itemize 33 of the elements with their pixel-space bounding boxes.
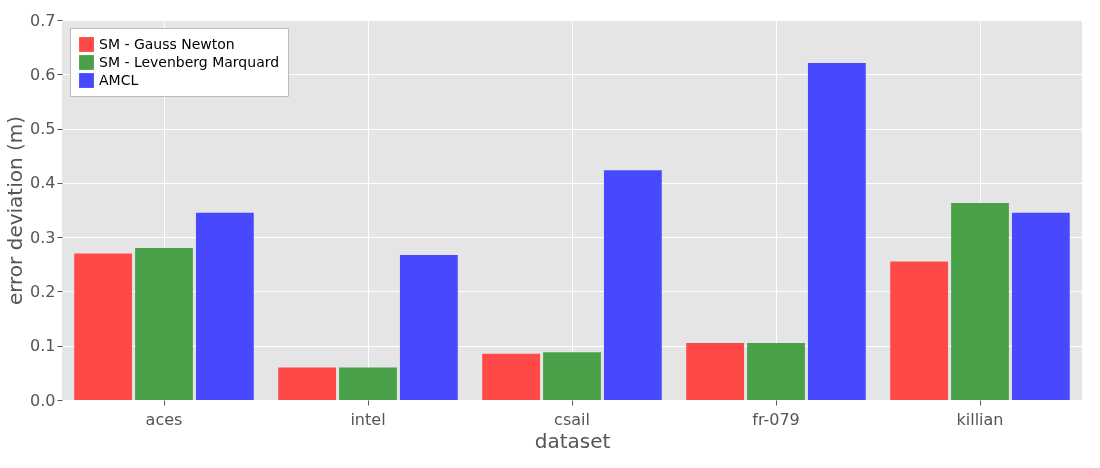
x-tick-label: killian (956, 409, 1004, 429)
y-tick-label: 0.5 (30, 119, 56, 139)
bar (482, 353, 541, 400)
bar (747, 343, 805, 400)
x-tick-label: intel (350, 409, 386, 429)
bar (278, 367, 337, 400)
bar (135, 248, 193, 400)
bar (399, 255, 458, 400)
y-tick-label: 0.2 (30, 281, 56, 301)
bar (195, 212, 254, 400)
legend-label: AMCL (99, 71, 139, 88)
bar (339, 367, 397, 400)
y-tick-label: 0.4 (30, 173, 56, 193)
bar (603, 170, 662, 400)
bar (543, 352, 601, 400)
bar (951, 202, 1009, 400)
y-axis-title: error deviation (m) (3, 115, 28, 306)
x-tick-label: aces (145, 409, 183, 429)
y-tick-label: 0.3 (30, 227, 56, 247)
y-tick-label: 0.6 (30, 64, 56, 84)
y-tick-label: 0.0 (30, 390, 56, 410)
x-axis-title: dataset (534, 428, 611, 453)
legend-label: SM - Levenberg Marquard (99, 53, 280, 70)
x-tick-label: csail (554, 409, 590, 429)
bar (807, 62, 866, 400)
legend-label: SM - Gauss Newton (99, 35, 235, 52)
y-tick-label: 0.1 (30, 336, 56, 356)
x-tick-label: fr-079 (752, 409, 800, 429)
bar (74, 253, 133, 400)
bar (1011, 212, 1070, 400)
y-tick-label: 0.7 (30, 10, 56, 30)
bar (686, 343, 745, 400)
bar (890, 261, 949, 400)
